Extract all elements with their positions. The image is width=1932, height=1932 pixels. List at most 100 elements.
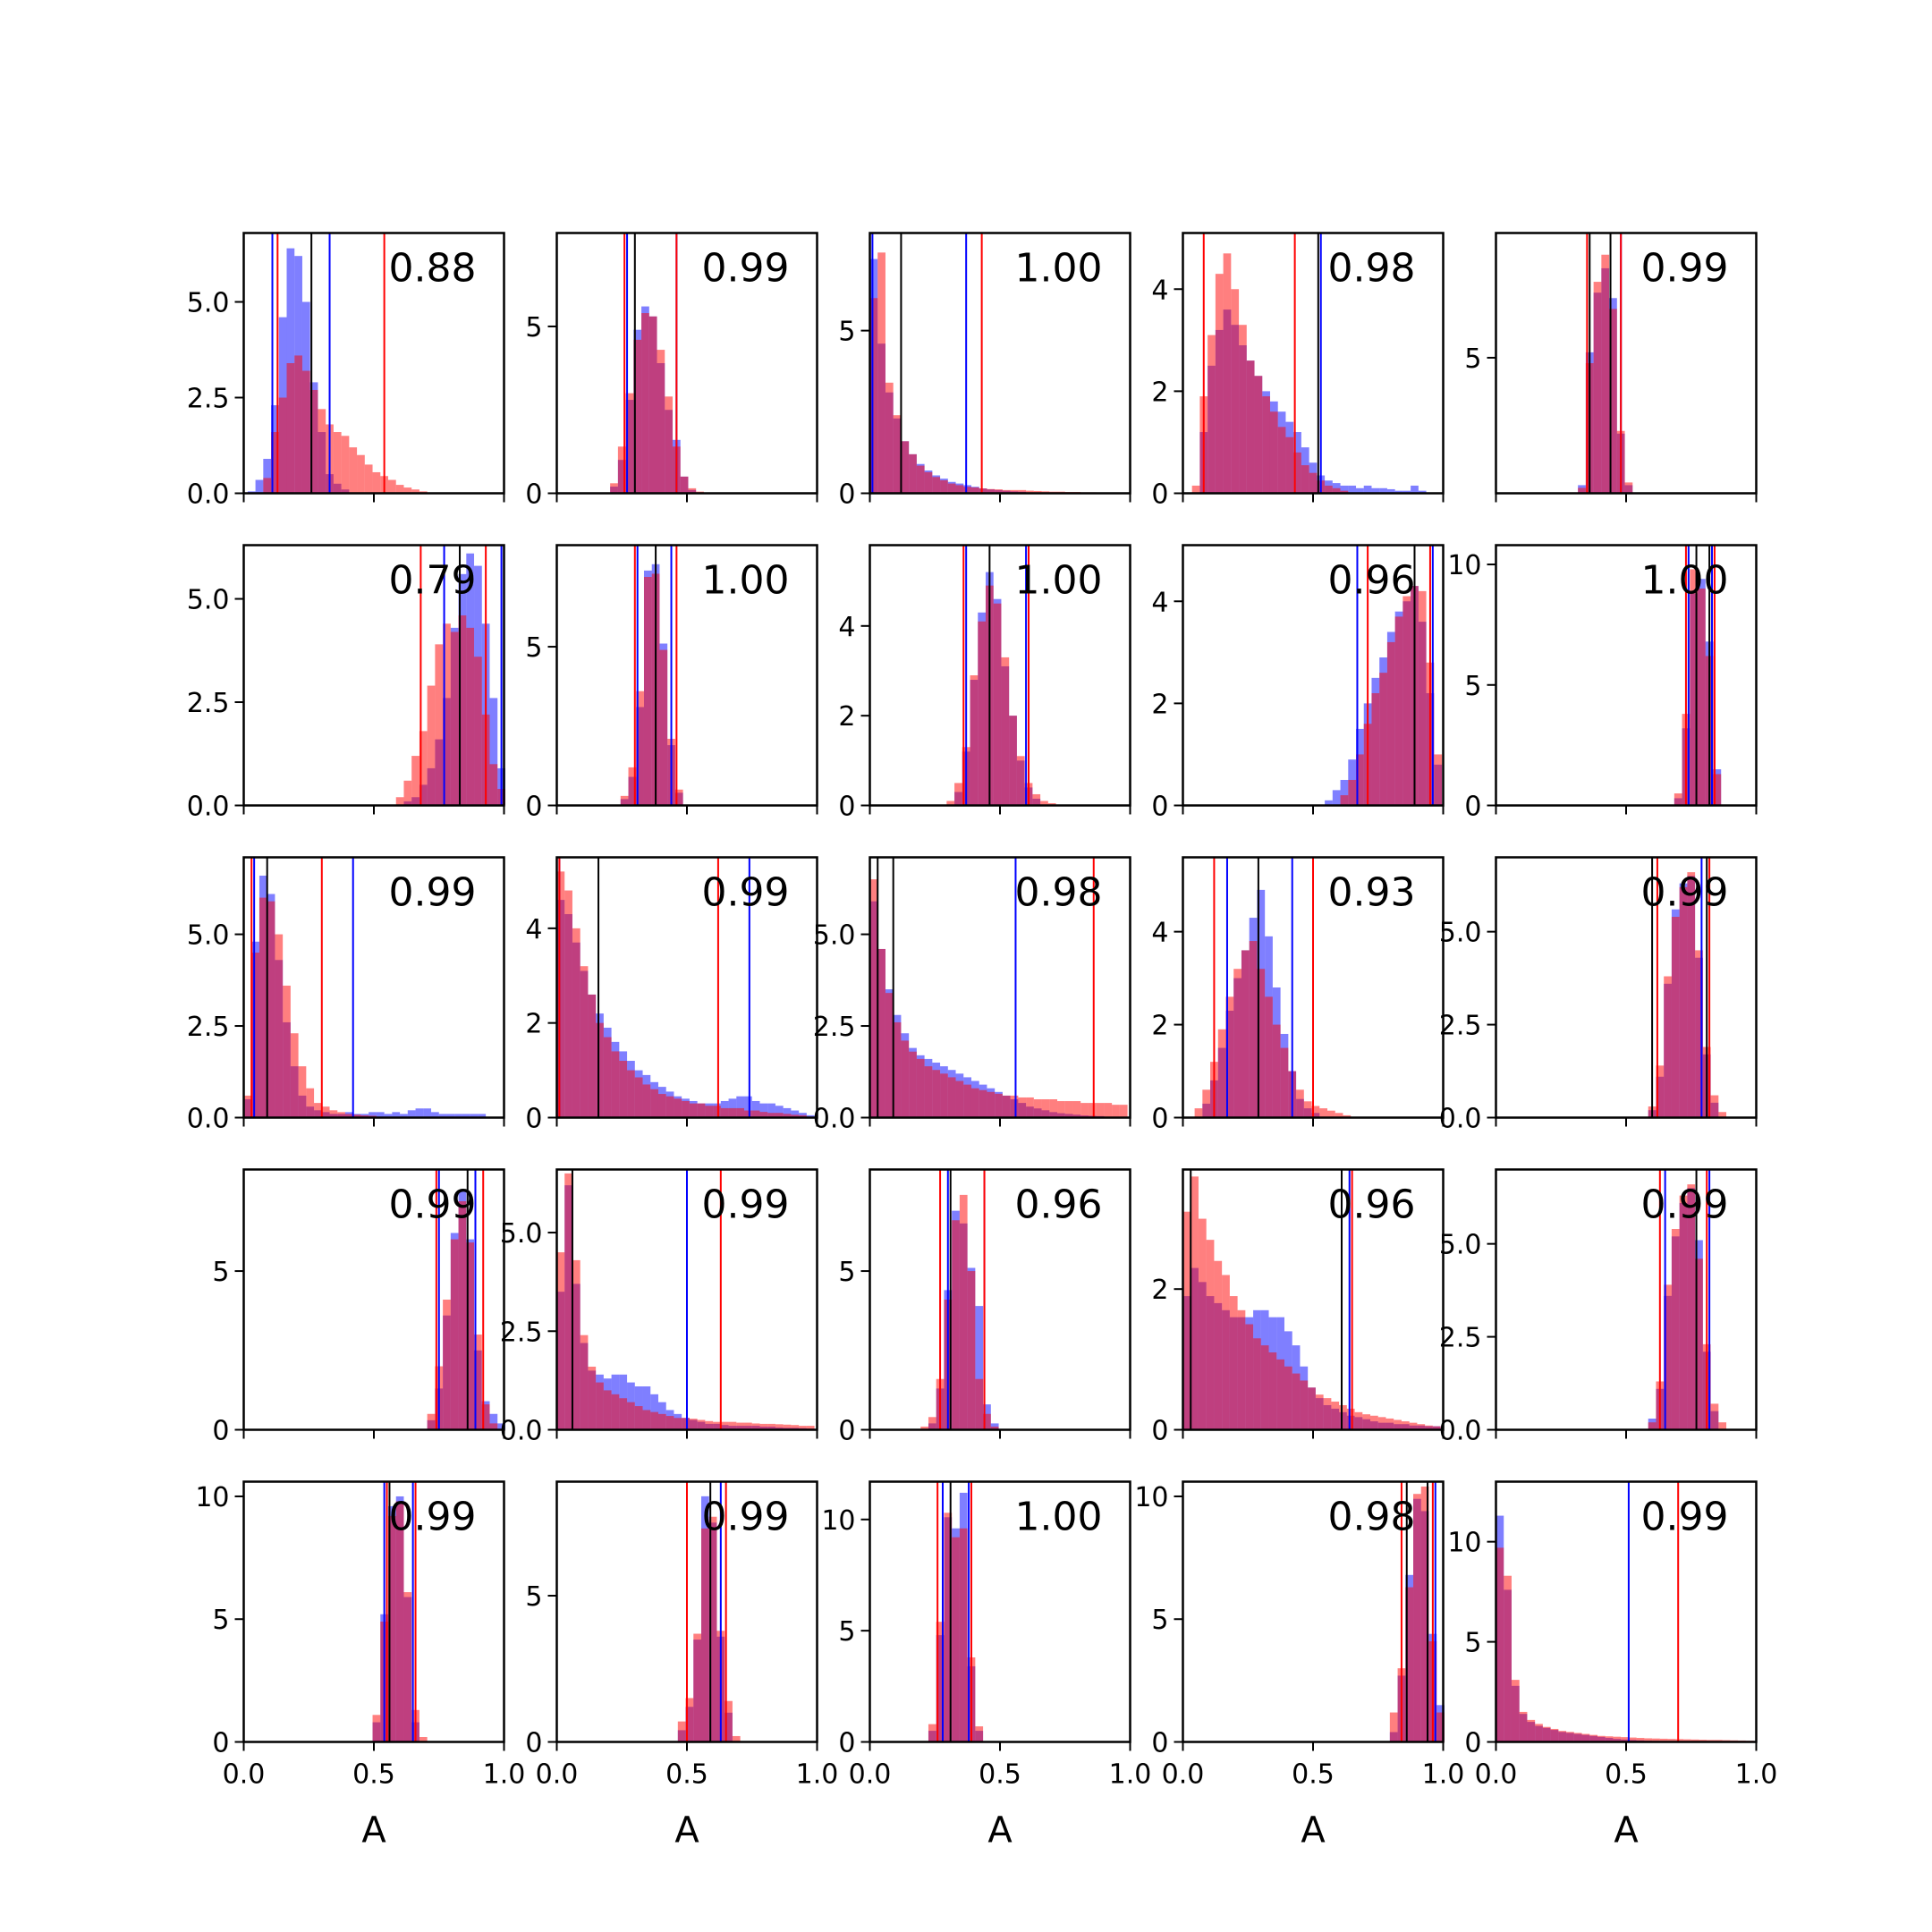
- histogram-bar-red: [580, 966, 589, 1118]
- y-tick-label: 0: [1464, 1728, 1481, 1759]
- histogram-bar-red: [395, 797, 404, 806]
- histogram-bar-red: [588, 1366, 597, 1430]
- y-tick-label: 2: [838, 701, 855, 733]
- histogram-bar-red: [298, 1066, 307, 1118]
- histogram-bar-red: [271, 432, 279, 494]
- histogram-bar-red: [403, 780, 412, 806]
- histogram-bar-red: [1550, 1728, 1559, 1742]
- y-tick-label: 5: [525, 632, 542, 664]
- histogram-bar-red: [306, 1088, 315, 1118]
- histogram-bar-red: [783, 1424, 792, 1430]
- y-tick-label: 5: [838, 1257, 855, 1288]
- histogram-bar-red: [987, 488, 996, 494]
- subplot-3-2: 0 2 4 0.99: [525, 856, 818, 1135]
- histogram-bar-red: [1033, 1099, 1042, 1118]
- histogram-bar-red: [1609, 309, 1617, 494]
- histogram-bar-red: [924, 471, 933, 494]
- histogram-bar-red: [680, 476, 689, 494]
- y-tick-label: 5: [838, 317, 855, 348]
- subplot-3-5: 0.0 2.5 5.0 0.99: [1439, 856, 1758, 1135]
- histogram-bar-red: [674, 789, 683, 806]
- histogram-bar-red: [924, 1066, 933, 1118]
- histogram-bar-red: [611, 1394, 620, 1430]
- histogram-bar-red: [736, 1422, 745, 1430]
- histogram-bar-red: [411, 756, 419, 806]
- histogram-bar-red: [775, 1113, 784, 1118]
- histogram-bar-red: [970, 1088, 979, 1118]
- correlation-label: 0.96: [1328, 558, 1416, 604]
- correlation-label: 0.99: [1641, 870, 1729, 916]
- histogram-bar-red: [963, 487, 971, 494]
- histogram-bar-red: [1348, 779, 1357, 806]
- histogram-bar-red: [1002, 489, 1011, 494]
- histogram-bar-red: [946, 801, 955, 806]
- histogram-bar-red: [627, 1402, 635, 1430]
- histogram-bar-red: [1285, 436, 1294, 494]
- subplot-3-3: 0.0 2.5 5.0 0.98: [813, 856, 1131, 1135]
- subplot-2-1: 0.0 2.5 5.0 0.79: [187, 544, 505, 823]
- histogram-bar-red: [395, 485, 404, 494]
- y-tick-label: 10: [195, 1482, 229, 1513]
- histogram-bar-red: [1026, 1097, 1034, 1118]
- histogram-bar-red: [1323, 1398, 1332, 1430]
- histogram-bar-red: [689, 1103, 698, 1118]
- histogram-bar-red: [283, 985, 291, 1118]
- histogram-bar-red: [596, 1022, 604, 1118]
- histogram-bar-red: [1535, 1724, 1543, 1742]
- y-tick-label: 2: [1151, 377, 1168, 408]
- histogram-bar-red: [481, 1404, 490, 1430]
- histogram-bar-red: [1327, 1110, 1335, 1118]
- histogram-bar-red: [1040, 801, 1048, 806]
- y-tick-label: 4: [525, 914, 542, 945]
- y-tick-label: 0: [212, 1728, 229, 1759]
- histogram-bar-blue: [1356, 487, 1364, 494]
- y-tick-label: 0: [1151, 1416, 1168, 1447]
- histogram-bar-red: [1558, 1731, 1567, 1742]
- histogram-bar-red: [267, 901, 275, 1118]
- histogram-bar-red: [1386, 641, 1395, 806]
- histogram-bar-red: [321, 1106, 330, 1118]
- histogram-bar-red: [1018, 1097, 1027, 1118]
- histogram-bar-red: [916, 1058, 925, 1118]
- histogram-bar-red: [963, 1084, 971, 1118]
- histogram-bar-red: [1315, 1394, 1324, 1430]
- x-axis-label: A: [987, 1810, 1013, 1852]
- histogram-bar-red: [1664, 1284, 1672, 1430]
- correlation-label: 1.00: [1641, 558, 1729, 604]
- histogram-bar-red: [909, 1051, 917, 1118]
- histogram-bar-red: [1041, 1099, 1050, 1118]
- histogram-bar-red: [677, 1721, 686, 1742]
- histogram-bar-blue: [783, 1107, 792, 1118]
- histogram-bar-red: [243, 1095, 252, 1118]
- histogram-bar-red: [580, 1335, 589, 1430]
- x-axis-label: A: [1614, 1810, 1639, 1852]
- histogram-bar-red: [466, 627, 475, 806]
- y-tick-label: 0: [838, 792, 855, 823]
- histogram-bar-red: [720, 1107, 729, 1118]
- histogram-bar-red: [1597, 1735, 1606, 1742]
- histogram-bar-red: [995, 489, 1003, 494]
- x-tick-label: 1.0: [1422, 1759, 1465, 1791]
- histogram-bar-red: [1182, 1211, 1191, 1430]
- subplot-1-4: 0 2 4 0.98: [1151, 232, 1445, 511]
- histogram-bar-red: [388, 1515, 396, 1742]
- histogram-bar-red: [1277, 427, 1286, 494]
- subplot-2-2: 051.00: [525, 544, 818, 823]
- histogram-bar-red: [736, 1107, 745, 1118]
- histogram-bar-red: [1687, 1184, 1696, 1430]
- histogram-bar-red: [1300, 1380, 1309, 1430]
- subplot-1-2: 050.99: [525, 232, 818, 511]
- histogram-bar-red: [1057, 1101, 1065, 1118]
- y-tick-label: 0: [1464, 792, 1481, 823]
- histogram-bar-red: [634, 1406, 643, 1430]
- histogram-bar-red: [294, 355, 302, 494]
- histogram-bar-red: [1713, 774, 1722, 806]
- histogram-bar-red: [337, 1112, 345, 1118]
- histogram-bar-red: [1356, 754, 1364, 806]
- histogram-bar-red: [1601, 254, 1610, 494]
- histogram-bar-red: [657, 1094, 666, 1118]
- histogram-bar-blue: [369, 1112, 377, 1118]
- histogram-bar-red: [349, 447, 358, 494]
- histogram-bar-red: [1690, 1739, 1699, 1742]
